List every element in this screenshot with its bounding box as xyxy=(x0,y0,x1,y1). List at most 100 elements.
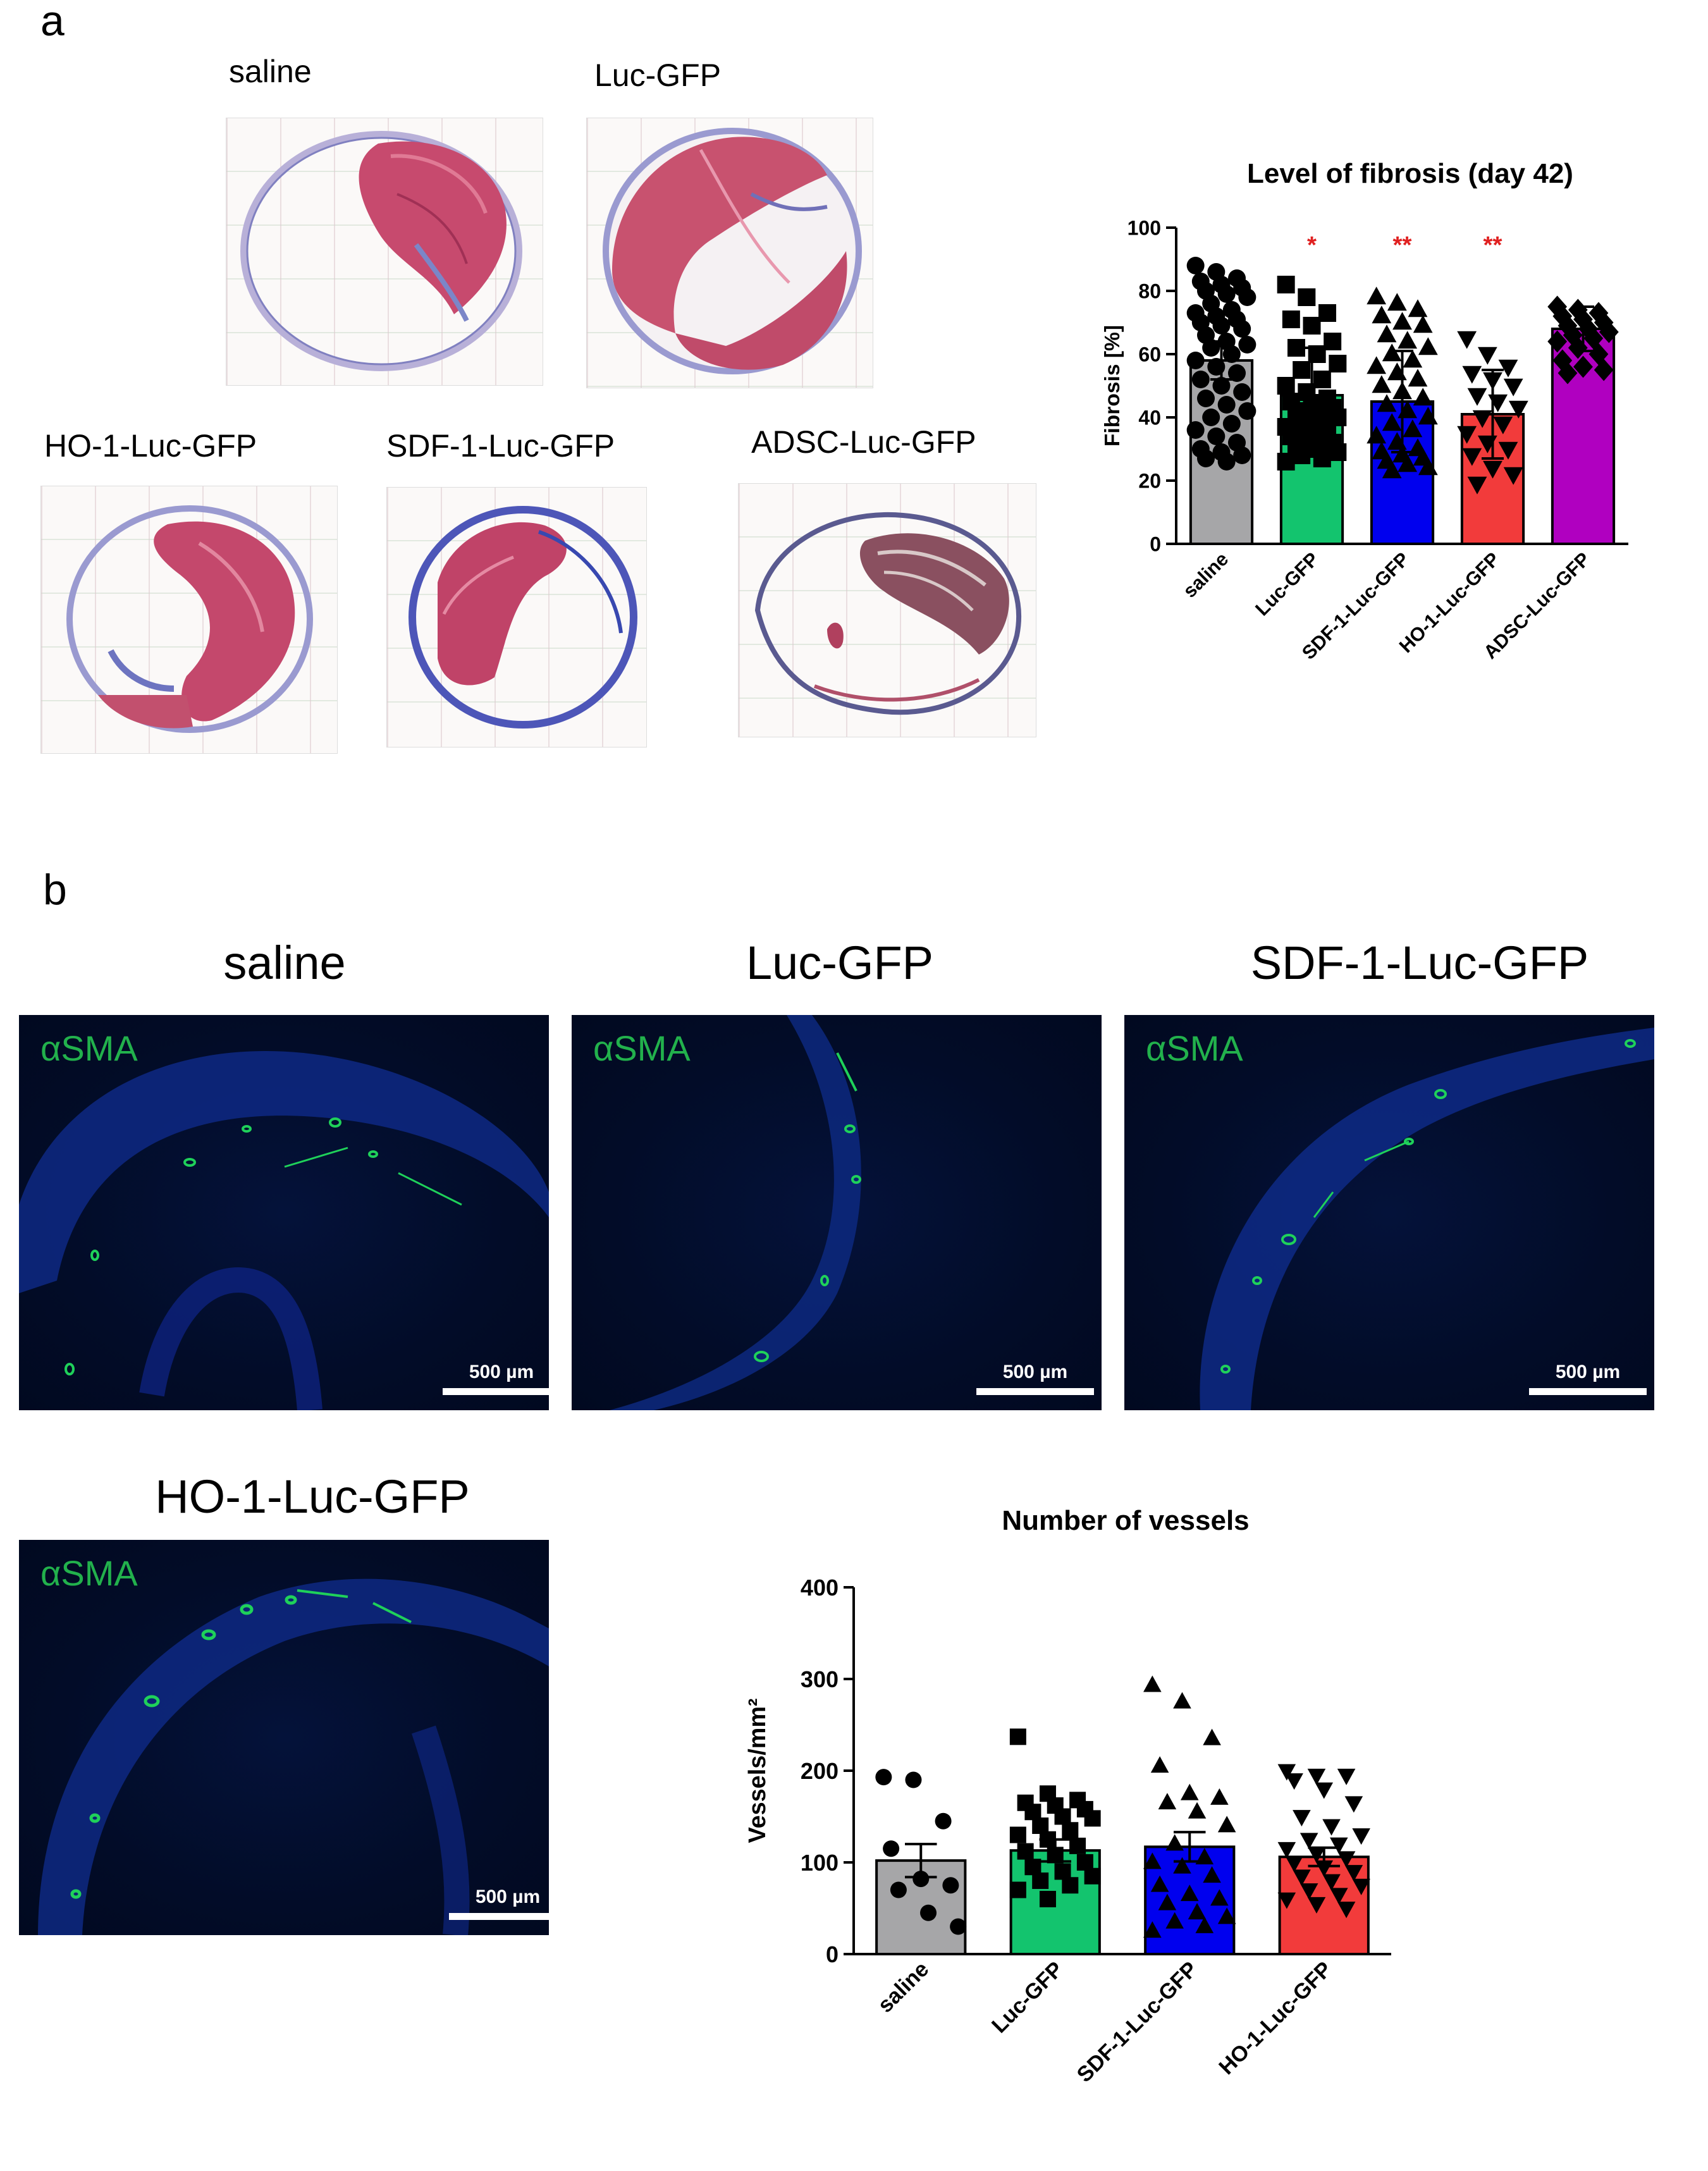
data-point xyxy=(1307,1847,1326,1864)
points-sdf-1-luc-gfp xyxy=(1143,1675,1236,1938)
stain-label-saline: αSMA xyxy=(40,1028,138,1068)
fibrosis-chart-title: Level of fibrosis (day 42) xyxy=(1247,158,1573,189)
data-point xyxy=(1403,350,1423,368)
data-point xyxy=(1238,288,1256,306)
data-point xyxy=(1188,1903,1207,1920)
data-point xyxy=(1084,1867,1101,1885)
data-point xyxy=(1329,409,1347,426)
data-point xyxy=(1298,288,1316,306)
data-point xyxy=(1186,257,1205,274)
data-point xyxy=(1210,1788,1229,1805)
data-point xyxy=(1196,450,1215,467)
data-point xyxy=(1173,1857,1191,1874)
caption-b-ho1-luc-gfp: HO-1-Luc-GFP xyxy=(155,1470,470,1523)
data-point xyxy=(1069,1837,1086,1854)
data-point xyxy=(1488,394,1508,412)
data-point xyxy=(1165,1912,1184,1929)
data-point xyxy=(1009,1881,1026,1898)
data-point xyxy=(1277,276,1295,293)
data-point xyxy=(1467,476,1487,495)
data-point xyxy=(1330,1837,1348,1854)
scale-bar-ho1-luc-gfp xyxy=(449,1913,567,1920)
y-tick-label: 100 xyxy=(801,1850,839,1876)
data-point xyxy=(1173,1692,1191,1709)
data-point xyxy=(1462,448,1482,466)
data-point xyxy=(1352,1878,1370,1895)
data-point xyxy=(1398,331,1418,349)
data-point xyxy=(1568,336,1588,359)
y-axis-label: Fibrosis [%] xyxy=(1101,325,1124,446)
scale-text-saline: 500 µm xyxy=(469,1362,534,1382)
data-point xyxy=(1568,298,1588,321)
points-sdf-1-luc-gfp xyxy=(1367,286,1438,479)
data-point xyxy=(1382,413,1402,431)
trichrome-image-adsc-luc-gfp xyxy=(738,483,1036,737)
data-point xyxy=(1212,317,1231,335)
data-point xyxy=(1238,402,1256,420)
caption-luc-gfp: Luc-GFP xyxy=(594,58,722,93)
scale-bar-saline xyxy=(443,1388,560,1395)
data-point xyxy=(920,1904,937,1921)
y-tick-label: 20 xyxy=(1138,470,1161,493)
data-point xyxy=(1337,1902,1356,1919)
data-point xyxy=(1413,315,1433,333)
data-point xyxy=(1277,377,1295,395)
data-point xyxy=(1457,426,1477,444)
x-tick-label: Luc-GFP xyxy=(1251,548,1324,620)
data-point xyxy=(1322,1874,1341,1891)
data-point xyxy=(1277,1892,1296,1909)
data-point xyxy=(1418,457,1438,476)
points-saline xyxy=(1186,257,1256,470)
data-point xyxy=(1307,1897,1326,1914)
error-bar-sdf-1-luc-gfp xyxy=(1174,1831,1206,1863)
data-point xyxy=(1293,361,1311,379)
data-point xyxy=(942,1877,959,1894)
significance-luc-gfp: * xyxy=(1307,231,1317,259)
data-point xyxy=(1191,371,1210,388)
data-point xyxy=(1188,1802,1207,1819)
panel-letter-b: b xyxy=(43,866,67,914)
data-point xyxy=(1180,1783,1199,1800)
data-point xyxy=(1398,454,1418,472)
vessels-chart-title: Number of vessels xyxy=(1002,1505,1250,1536)
data-point xyxy=(1158,1893,1177,1910)
trichrome-image-luc-gfp xyxy=(586,118,873,388)
data-point xyxy=(1024,1804,1041,1821)
data-point xyxy=(1217,396,1236,414)
error-bar-saline xyxy=(905,1843,937,1879)
caption-sdf1-luc-gfp: SDF-1-Luc-GFP xyxy=(386,428,615,464)
stain-label-luc-gfp: αSMA xyxy=(593,1028,691,1068)
data-point xyxy=(1457,331,1477,349)
data-point xyxy=(1186,352,1205,369)
data-point xyxy=(1329,443,1347,461)
data-point xyxy=(1203,1866,1221,1883)
data-point xyxy=(1143,1675,1162,1692)
trichrome-image-saline xyxy=(226,118,543,386)
data-point xyxy=(1498,441,1518,460)
data-point xyxy=(935,1812,952,1830)
scale-bar-sdf1-luc-gfp xyxy=(1529,1388,1647,1395)
data-point xyxy=(1228,364,1246,382)
data-point xyxy=(1547,330,1568,353)
data-point xyxy=(1315,1782,1334,1799)
x-tick-label: saline xyxy=(1179,548,1232,602)
data-point xyxy=(1238,336,1256,354)
scale-text-luc-gfp: 500 µm xyxy=(1002,1362,1068,1382)
data-point xyxy=(1330,1888,1348,1905)
data-point xyxy=(1573,355,1593,378)
data-point xyxy=(1352,1828,1370,1845)
data-point xyxy=(905,1771,922,1788)
data-point xyxy=(1180,1885,1199,1902)
data-point xyxy=(1054,1808,1071,1825)
data-point xyxy=(1282,311,1300,328)
data-point xyxy=(1307,1768,1326,1785)
data-point xyxy=(1413,388,1433,406)
data-point xyxy=(1377,324,1397,343)
scale-text-ho1-luc-gfp: 500 µm xyxy=(475,1886,541,1907)
data-point xyxy=(1207,427,1226,445)
data-point xyxy=(1594,311,1614,334)
panel-letter-a: a xyxy=(40,0,65,45)
data-point xyxy=(1143,1921,1162,1938)
data-point xyxy=(1337,1851,1356,1868)
data-point xyxy=(1508,400,1528,419)
